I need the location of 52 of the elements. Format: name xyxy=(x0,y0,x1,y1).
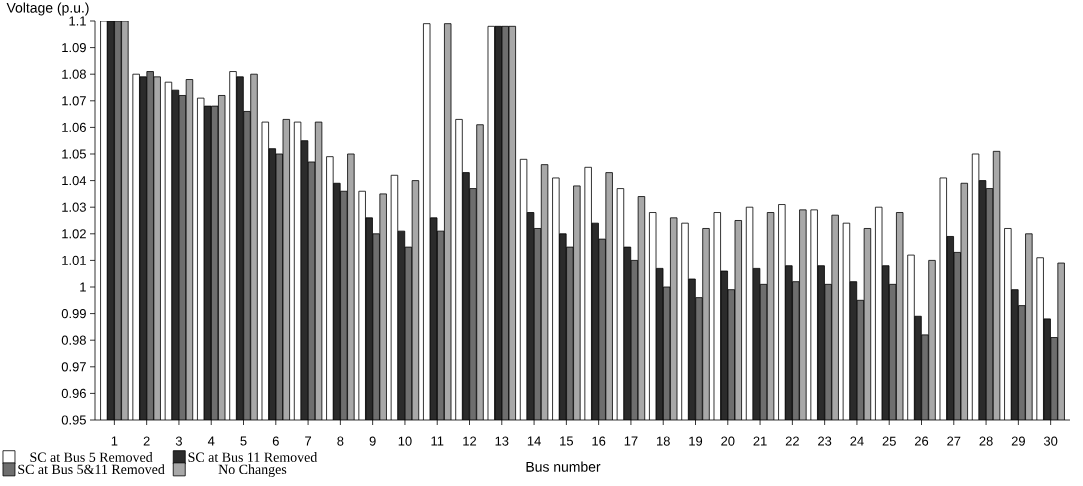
x-tick-label: 9 xyxy=(369,436,376,446)
y-tick-label: 0.95 xyxy=(61,415,86,425)
x-tick-label: 13 xyxy=(495,436,509,446)
x-tick-label: 23 xyxy=(818,436,832,446)
x-tick-label: 8 xyxy=(337,436,344,446)
y-tick-label: 1.08 xyxy=(62,69,86,79)
x-tick-label: 27 xyxy=(947,436,961,446)
x-tick-label: 16 xyxy=(592,436,606,446)
x-tick-label: 25 xyxy=(882,436,896,446)
x-tick-label: 6 xyxy=(272,436,279,446)
y-tick-label: 1.05 xyxy=(62,149,86,159)
x-tick-label: 12 xyxy=(463,436,477,446)
y-axis-title: Voltage (p.u.) xyxy=(6,2,89,16)
y-tick-label: 0.99 xyxy=(61,309,86,319)
y-tick-label: 1.02 xyxy=(62,229,86,239)
legend-label: SC at Bus 5 Removed xyxy=(30,452,153,462)
x-tick-label: 1 xyxy=(111,436,118,446)
y-tick-label: 1.1 xyxy=(69,16,86,26)
y-tick-label: 1.04 xyxy=(62,176,87,186)
x-tick-label: 5 xyxy=(240,436,247,446)
x-tick-label: 15 xyxy=(560,436,574,446)
x-tick-label: 7 xyxy=(305,436,312,446)
x-tick-label: 4 xyxy=(207,436,215,446)
x-tick-label: 19 xyxy=(689,436,703,446)
x-axis-title: Bus number xyxy=(526,461,601,472)
x-tick-label: 3 xyxy=(175,436,182,446)
x-tick-label: 24 xyxy=(850,436,864,446)
x-tick-label: 26 xyxy=(914,436,929,446)
x-tick-label: 28 xyxy=(979,436,993,446)
x-tick-label: 11 xyxy=(431,436,444,446)
y-tick-label: 1.01 xyxy=(62,255,86,265)
x-tick-label: 17 xyxy=(624,436,638,446)
x-tick-label: 30 xyxy=(1043,436,1058,446)
y-tick-label: 1.09 xyxy=(62,43,86,53)
legend-label: No Changes xyxy=(218,464,287,477)
x-tick-label: 21 xyxy=(753,436,767,446)
x-tick-label: 14 xyxy=(527,436,541,446)
y-tick-label: 0.97 xyxy=(61,362,86,372)
x-tick-label: 18 xyxy=(657,436,670,446)
legend-label: SC at Bus 5&11 Removed xyxy=(18,464,165,475)
x-tick-label: 2 xyxy=(143,436,150,446)
x-tick-label: 10 xyxy=(398,436,412,446)
legend-label: SC at Bus 11 Removed xyxy=(188,452,318,462)
x-tick-label: 22 xyxy=(785,436,799,446)
y-tick-label: 0.96 xyxy=(61,388,86,398)
x-tick-label: 20 xyxy=(721,436,735,446)
y-tick-label: 1 xyxy=(80,282,86,292)
y-tick-label: 1.06 xyxy=(62,122,86,132)
y-tick-label: 1.03 xyxy=(62,202,86,212)
y-tick-label: 1.07 xyxy=(62,96,86,106)
x-tick-label: 29 xyxy=(1011,436,1025,446)
y-tick-label: 0.98 xyxy=(61,335,86,345)
